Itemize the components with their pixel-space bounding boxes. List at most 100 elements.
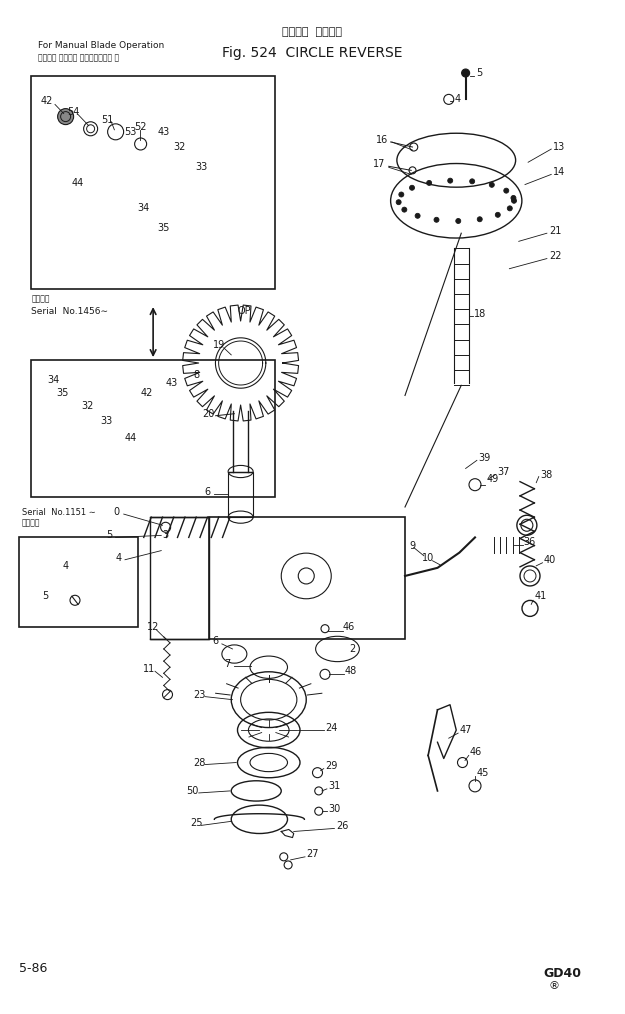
Text: For Manual Blade Operation: For Manual Blade Operation [38, 42, 164, 50]
Text: 19: 19 [213, 340, 225, 350]
Text: 9: 9 [409, 540, 416, 551]
Text: 13: 13 [553, 142, 566, 152]
Text: 30: 30 [328, 804, 341, 814]
Text: 51: 51 [101, 115, 114, 125]
Text: 43: 43 [166, 378, 178, 388]
Circle shape [58, 108, 74, 125]
Text: 31: 31 [328, 781, 341, 791]
Text: 50: 50 [186, 786, 199, 796]
Circle shape [399, 192, 404, 197]
Text: 6: 6 [204, 487, 211, 497]
Bar [31, 360, 275, 497]
Circle shape [511, 196, 516, 201]
Text: 27: 27 [306, 849, 319, 859]
Text: 35: 35 [158, 223, 170, 233]
Text: Serial  No.1456∼: Serial No.1456∼ [31, 307, 108, 315]
Bar [31, 76, 275, 289]
Text: 5: 5 [476, 68, 482, 78]
Text: 47: 47 [459, 725, 472, 735]
Text: 8: 8 [194, 370, 200, 380]
Text: 25: 25 [190, 818, 202, 828]
Circle shape [396, 200, 401, 205]
Text: 5: 5 [42, 591, 49, 601]
Text: 36: 36 [524, 537, 536, 548]
Text: 16: 16 [376, 135, 389, 145]
Text: 43: 43 [158, 127, 170, 137]
Text: 41: 41 [534, 591, 547, 601]
Text: ®: ® [549, 981, 560, 991]
Text: Fig. 524  CIRCLE REVERSE: Fig. 524 CIRCLE REVERSE [222, 46, 402, 60]
Text: 28: 28 [194, 757, 206, 768]
Circle shape [504, 189, 509, 193]
Text: 38: 38 [541, 469, 553, 480]
Text: 11: 11 [142, 664, 155, 674]
Text: 46: 46 [342, 622, 355, 632]
Circle shape [402, 207, 407, 212]
Circle shape [469, 178, 474, 184]
Bar [150, 517, 209, 639]
Circle shape [489, 183, 494, 188]
Bar [19, 537, 138, 627]
Text: 46: 46 [470, 747, 482, 757]
Circle shape [508, 206, 512, 211]
Text: 44: 44 [72, 177, 84, 188]
Text: 14: 14 [553, 167, 566, 177]
Text: 35: 35 [56, 388, 69, 399]
Text: 40: 40 [544, 555, 556, 565]
Text: 49: 49 [486, 474, 499, 484]
Text: 2: 2 [349, 644, 355, 654]
Text: マニアル ブレード オペレーション 用: マニアル ブレード オペレーション 用 [38, 54, 119, 62]
Bar [209, 517, 405, 639]
Text: 42: 42 [41, 96, 53, 106]
Text: 7: 7 [224, 659, 230, 669]
Text: サークル  リバース: サークル リバース [282, 27, 342, 38]
Text: GD40: GD40 [544, 967, 582, 980]
Text: 適用番号: 適用番号 [31, 295, 50, 303]
Circle shape [434, 217, 439, 222]
Text: 52: 52 [134, 122, 147, 132]
Circle shape [511, 199, 516, 203]
Text: 6: 6 [213, 636, 219, 646]
Text: 23: 23 [194, 690, 206, 700]
Text: 54: 54 [68, 106, 80, 117]
Text: 17: 17 [373, 159, 386, 169]
Text: Serial  No.1151 ∼: Serial No.1151 ∼ [22, 508, 96, 516]
Circle shape [427, 180, 432, 186]
Text: 4: 4 [116, 553, 122, 563]
Text: 32: 32 [174, 142, 186, 152]
Text: 3: 3 [162, 530, 169, 540]
Text: 12: 12 [147, 622, 159, 632]
Circle shape [478, 217, 482, 222]
Circle shape [409, 186, 414, 191]
Text: 21: 21 [549, 226, 561, 236]
Text: 34: 34 [47, 375, 59, 385]
Bar [228, 472, 253, 517]
Circle shape [462, 69, 469, 77]
Text: 24: 24 [325, 723, 338, 733]
Text: 26: 26 [336, 821, 349, 831]
Text: 42: 42 [141, 388, 153, 399]
Text: 34: 34 [138, 203, 150, 213]
Text: 22: 22 [549, 250, 561, 261]
Text: 45: 45 [476, 768, 489, 778]
Text: 53: 53 [124, 127, 136, 137]
Circle shape [415, 213, 420, 218]
Text: 32: 32 [81, 401, 94, 411]
Text: 37: 37 [497, 466, 509, 477]
Text: 0: 0 [114, 507, 120, 517]
Text: 33: 33 [195, 162, 208, 172]
Text: 44: 44 [125, 433, 138, 443]
Text: 48: 48 [345, 666, 358, 676]
Text: 33: 33 [100, 416, 112, 426]
Text: 10: 10 [422, 553, 434, 563]
Text: 4: 4 [454, 94, 461, 104]
Circle shape [495, 212, 500, 217]
Text: OP: OP [238, 306, 251, 316]
Text: 適用番号: 適用番号 [22, 519, 41, 527]
Circle shape [456, 218, 461, 223]
Circle shape [448, 178, 452, 184]
Text: 18: 18 [474, 309, 486, 319]
Text: 5-86: 5-86 [19, 962, 47, 974]
Text: 39: 39 [478, 453, 491, 463]
Text: 20: 20 [202, 409, 215, 419]
